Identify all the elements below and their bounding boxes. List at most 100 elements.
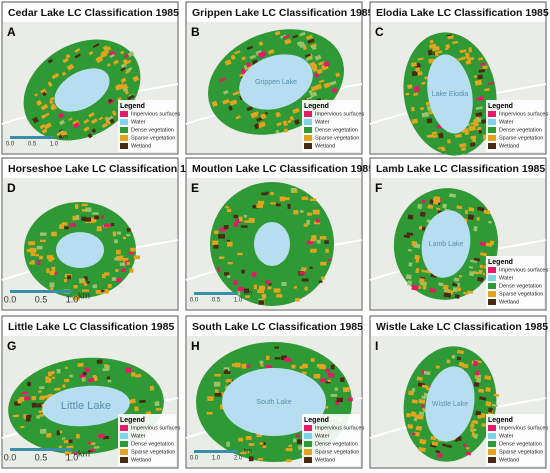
land-cover-patch [88,112,95,118]
land-cover-patch [109,118,115,124]
land-cover-patch [100,289,105,292]
land-cover-ring [24,202,141,301]
land-cover-patch [284,38,292,45]
land-cover-patch [86,281,90,284]
land-cover-patch [51,106,58,111]
land-cover-patch [451,354,456,359]
land-cover-patch [314,54,322,61]
land-cover-patch [231,363,239,367]
map-panel: Grippen Lake LC Classification 1985 B Grip… [185,1,374,155]
land-cover-patch [294,298,300,302]
land-cover-patch [46,268,50,273]
land-cover-patch [254,111,259,116]
land-cover-patch [104,272,110,276]
land-cover-patch [335,72,341,78]
land-cover-patch [468,271,475,277]
land-cover-patch [457,349,465,355]
land-cover-patch [478,269,483,275]
legend-label: Water [315,433,330,439]
land-cover-patch [281,281,287,286]
land-cover-patch [293,210,299,215]
land-cover-patch [243,364,251,368]
land-cover-patch [475,106,483,110]
land-cover-patch [206,411,213,415]
land-cover-patch [327,373,335,378]
land-cover-patch [154,401,160,407]
land-cover-patch [239,73,245,78]
land-cover-patch [407,232,414,236]
land-cover-patch [41,128,48,134]
lake [239,54,313,110]
land-cover-patch [49,282,55,288]
legend-swatch [120,127,128,133]
land-cover-patch [85,220,92,224]
land-cover-patch [84,367,91,373]
land-cover-patch [111,223,115,227]
land-cover-patch [261,293,267,299]
legend-label: Impervious surfaces [131,425,180,431]
lake-label: Lake Elodia [432,91,469,98]
land-cover-patch [458,274,463,278]
land-cover-patch [93,446,100,449]
land-cover-patch [325,248,329,253]
legend-swatch [120,441,128,447]
land-cover-patch [64,226,69,230]
land-cover-patch [416,376,423,381]
panel-title: Horseshoe Lake LC Classification 1985 [8,163,204,175]
land-cover-patch [88,378,95,383]
land-cover-patch [442,443,447,447]
land-cover-patch [233,280,238,285]
land-cover-patch [240,68,246,75]
land-cover-patch [221,392,226,396]
land-cover-patch [418,398,426,404]
land-cover-patch [413,243,421,249]
land-cover-patch [127,94,135,101]
land-cover-patch [63,439,69,444]
land-cover-patch [243,215,248,218]
land-cover-patch [61,71,67,76]
land-cover-patch [422,286,427,290]
land-cover-patch [218,234,225,239]
legend-swatch [488,119,496,125]
land-cover-patch [83,126,90,132]
scale-unit: km [244,449,252,455]
land-cover-patch [75,215,80,220]
land-cover-patch [330,364,335,370]
panel-letter: F [375,181,382,195]
land-cover-patch [323,82,330,89]
land-cover-patch [29,247,37,253]
land-cover-patch [300,210,304,213]
land-cover-patch [87,441,92,445]
land-cover-patch [411,399,418,404]
scale-bar [194,292,238,295]
scale-label: 1.0 [234,298,243,304]
land-cover-patch [320,276,325,280]
land-cover-patch [122,257,129,262]
land-cover-patch [256,432,262,438]
land-cover-patch [233,214,239,219]
land-cover-patch [421,81,426,85]
land-cover-patch [491,403,498,408]
legend-swatch [488,275,496,281]
land-cover-patch [94,215,99,220]
lake-label: Grippen Lake [255,79,297,86]
land-cover-patch [423,370,431,376]
land-cover-patch [465,59,472,65]
legend-title: Legend [120,417,145,424]
panel-letter: G [7,339,16,353]
scale-label: 2.0 [234,456,243,462]
land-cover-patch [214,230,219,235]
land-cover-patch [413,86,421,92]
land-cover-patch [258,121,266,128]
land-cover-patch [266,355,270,360]
land-cover-patch [417,203,423,210]
land-cover-patch [446,139,451,144]
land-cover-patch [426,118,433,124]
land-cover-patch [304,53,311,58]
legend-swatch [304,119,312,125]
land-cover-patch [281,355,288,361]
land-cover-patch [417,57,424,61]
land-cover-patch [126,228,131,232]
land-cover-patch [324,240,329,244]
land-cover-patch [46,255,53,260]
